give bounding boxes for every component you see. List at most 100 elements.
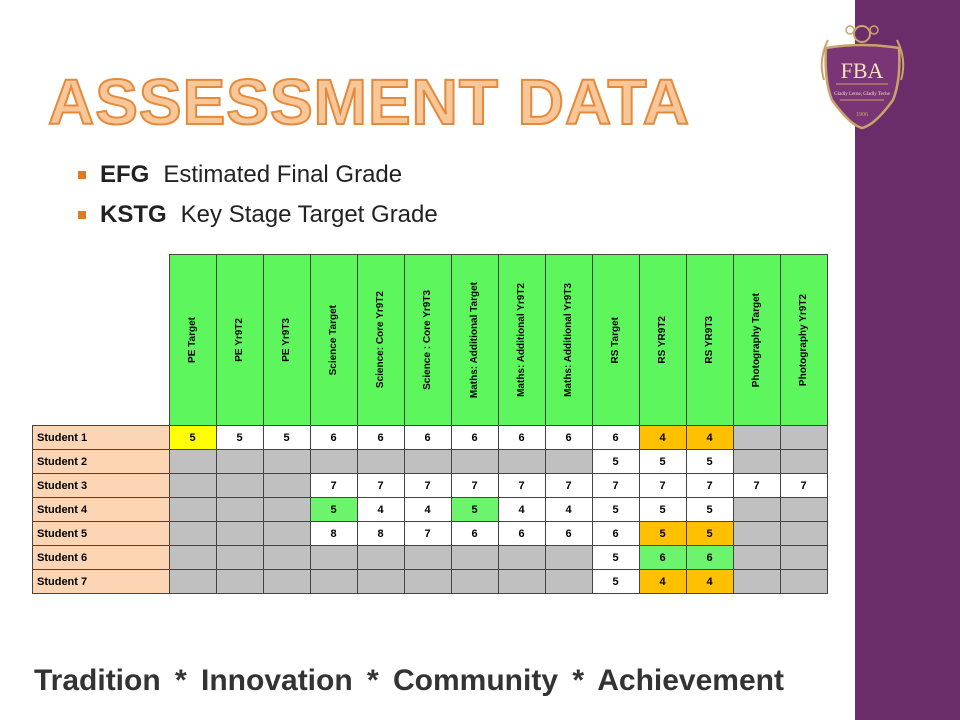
grade-cell: 5 xyxy=(685,497,734,522)
grade-cell: 5 xyxy=(638,521,687,546)
grade-cell xyxy=(544,545,593,570)
grade-cell: 7 xyxy=(732,473,781,498)
grade-cell xyxy=(732,545,781,570)
grade-cell: 6 xyxy=(544,521,593,546)
column-header: RS Target xyxy=(591,254,640,426)
grade-cell xyxy=(497,569,546,594)
column-header: Photography Target xyxy=(732,254,781,426)
student-label: Student 1 xyxy=(32,425,170,450)
grade-cell: 7 xyxy=(544,473,593,498)
grade-cell xyxy=(779,449,828,474)
grade-cell: 5 xyxy=(685,521,734,546)
grade-cell: 4 xyxy=(403,497,452,522)
column-header: Science : Core Yr9T3 xyxy=(403,254,452,426)
grade-cell: 4 xyxy=(638,425,687,450)
column-header-label: Maths: Additional Yr9T2 xyxy=(516,283,527,397)
grade-cell: 5 xyxy=(309,497,358,522)
column-header-label: Science Target xyxy=(328,304,339,376)
grade-cell xyxy=(215,449,264,474)
grade-cell xyxy=(356,569,405,594)
grade-cell: 4 xyxy=(685,569,734,594)
assessment-grid: PE Target PE Yr9T2 PE Yr9T3 Science Target S… xyxy=(32,254,828,594)
grade-cell xyxy=(450,545,499,570)
grade-cell: 6 xyxy=(638,545,687,570)
grade-cell xyxy=(450,569,499,594)
grade-cell xyxy=(779,497,828,522)
grade-cell xyxy=(544,569,593,594)
column-header-label: PE Yr9T3 xyxy=(281,318,292,362)
grade-cell: 7 xyxy=(403,521,452,546)
grade-cell: 4 xyxy=(497,497,546,522)
grade-cell: 7 xyxy=(450,473,499,498)
grade-cell: 5 xyxy=(591,449,640,474)
grade-cell xyxy=(779,569,828,594)
school-crest: FBA Gladly Lerne, Gladly Teche 1906 xyxy=(820,20,905,130)
grade-cell: 5 xyxy=(638,497,687,522)
grade-cell xyxy=(168,449,217,474)
crest-initials: FBA xyxy=(841,58,884,83)
grade-cell xyxy=(403,569,452,594)
column-header: RS YR9T2 xyxy=(638,254,687,426)
grade-cell: 7 xyxy=(779,473,828,498)
grade-cell xyxy=(450,449,499,474)
grade-cell: 6 xyxy=(685,545,734,570)
column-header-label: Maths: Additional Target xyxy=(469,281,480,399)
grade-cell xyxy=(309,545,358,570)
column-header-label: RS Target xyxy=(610,316,621,364)
school-tagline: Tradition * Innovation * Community * Ach… xyxy=(34,664,784,697)
grade-cell: 6 xyxy=(591,425,640,450)
column-header: PE Target xyxy=(168,254,217,426)
bullet-text: Key Stage Target Grade xyxy=(180,201,438,228)
grade-cell: 7 xyxy=(638,473,687,498)
grade-cell: 7 xyxy=(309,473,358,498)
crest-year: 1906 xyxy=(856,112,868,118)
grade-cell xyxy=(309,569,358,594)
grade-cell: 4 xyxy=(685,425,734,450)
column-header-label: PE Target xyxy=(187,317,198,363)
grade-cell: 5 xyxy=(591,545,640,570)
grade-cell xyxy=(215,521,264,546)
grade-cell xyxy=(168,545,217,570)
student-label: Student 3 xyxy=(32,473,170,498)
grade-cell: 6 xyxy=(450,425,499,450)
student-label: Student 7 xyxy=(32,569,170,594)
column-header: RS YR9T3 xyxy=(685,254,734,426)
grade-cell: 8 xyxy=(309,521,358,546)
student-label: Student 2 xyxy=(32,449,170,474)
grade-cell: 8 xyxy=(356,521,405,546)
bullet-abbr: EFG xyxy=(100,161,150,188)
column-header: Science Target xyxy=(309,254,358,426)
column-header: Maths: Additional Target xyxy=(450,254,499,426)
column-header-label: Maths: Additional Yr9T3 xyxy=(563,283,574,397)
grade-cell xyxy=(168,473,217,498)
column-header-label: PE Yr9T2 xyxy=(234,318,245,362)
grade-cell: 7 xyxy=(685,473,734,498)
grade-cell xyxy=(309,449,358,474)
header-row: PE Target PE Yr9T2 PE Yr9T3 Science Target S… xyxy=(33,254,828,426)
grade-cell xyxy=(403,545,452,570)
column-header-label: Photography Target xyxy=(751,292,762,388)
grade-cell: 6 xyxy=(356,425,405,450)
column-header: Science: Core Yr9T2 xyxy=(356,254,405,426)
grade-cell xyxy=(215,497,264,522)
grade-cell xyxy=(356,545,405,570)
grade-cell: 5 xyxy=(685,449,734,474)
column-header-label: RS YR9T2 xyxy=(657,316,668,364)
grade-cell xyxy=(732,569,781,594)
grade-cell: 6 xyxy=(450,521,499,546)
grade-cell: 5 xyxy=(591,497,640,522)
grade-cell: 6 xyxy=(309,425,358,450)
column-header-label: Science : Core Yr9T3 xyxy=(422,290,433,390)
grade-cell: 5 xyxy=(262,425,311,450)
grade-cell xyxy=(732,521,781,546)
grade-cell xyxy=(497,449,546,474)
grade-cell: 5 xyxy=(450,497,499,522)
crest-motto: Gladly Lerne, Gladly Teche xyxy=(834,92,890,97)
grade-cell: 7 xyxy=(403,473,452,498)
grade-cell: 5 xyxy=(168,425,217,450)
grade-cell xyxy=(262,449,311,474)
